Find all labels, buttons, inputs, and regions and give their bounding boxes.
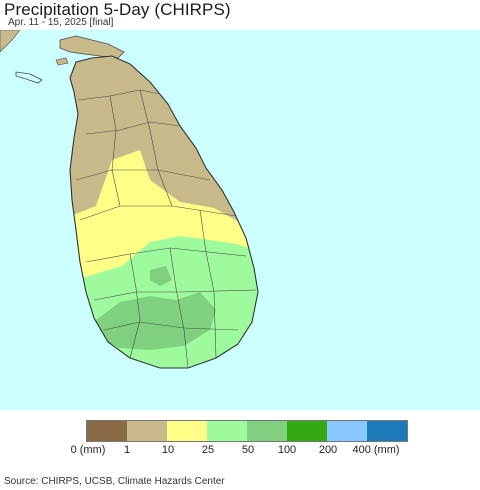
legend-label-2: 10 — [161, 444, 175, 456]
border-south-4 — [103, 321, 239, 331]
map-title: Precipitation 5-Day (CHIRPS) — [4, 0, 231, 19]
border-south-3 — [93, 289, 257, 301]
border-mid-2 — [79, 205, 237, 221]
legend-swatch-1 — [127, 421, 167, 441]
border-south-2 — [169, 247, 189, 369]
northern-islet — [55, 57, 69, 66]
border-north-2 — [85, 121, 181, 135]
region-50-100mm — [96, 292, 216, 350]
border-south-1 — [129, 253, 141, 359]
legend-label-6: 200 — [318, 444, 338, 456]
legend-label-7: 400 (mm) — [352, 444, 400, 456]
legend: 0 (mm) 1 10 25 50 100 200 400 (mm) — [0, 410, 480, 466]
border-central-1 — [139, 89, 173, 207]
island-coastline — [69, 55, 259, 369]
region-50-100mm-small — [150, 266, 172, 286]
precipitation-map — [0, 30, 480, 410]
legend-label-4: 50 — [241, 444, 255, 456]
legend-label-3: 25 — [201, 444, 215, 456]
map-svg — [0, 30, 480, 410]
legend-swatch-2 — [167, 421, 207, 441]
legend-swatch-3 — [207, 421, 247, 441]
district-borders — [75, 89, 257, 369]
source-credit: Source: CHIRPS, UCSB, Climate Hazards Ce… — [4, 476, 225, 487]
legend-label-0: 0 (mm) — [70, 444, 106, 456]
legend-label-1: 1 — [123, 444, 131, 456]
border-north-1 — [77, 89, 161, 101]
border-mid-1 — [75, 169, 211, 181]
legend-color-bar — [86, 420, 408, 442]
border-east-1 — [199, 209, 217, 359]
map-date-range: Apr. 11 - 15, 2025 [final] — [8, 17, 114, 28]
legend-label-5: 100 — [277, 444, 297, 456]
legend-swatch-7 — [367, 421, 407, 441]
legend-swatch-5 — [287, 421, 327, 441]
legend-swatch-4 — [247, 421, 287, 441]
legend-swatch-0 — [87, 421, 127, 441]
border-mid-3 — [85, 247, 247, 263]
border-west-1 — [109, 95, 121, 207]
jaffna-peninsula — [59, 35, 125, 59]
india-landmass — [0, 30, 21, 53]
legend-swatch-6 — [327, 421, 367, 441]
adams-bridge-islands — [15, 71, 43, 84]
